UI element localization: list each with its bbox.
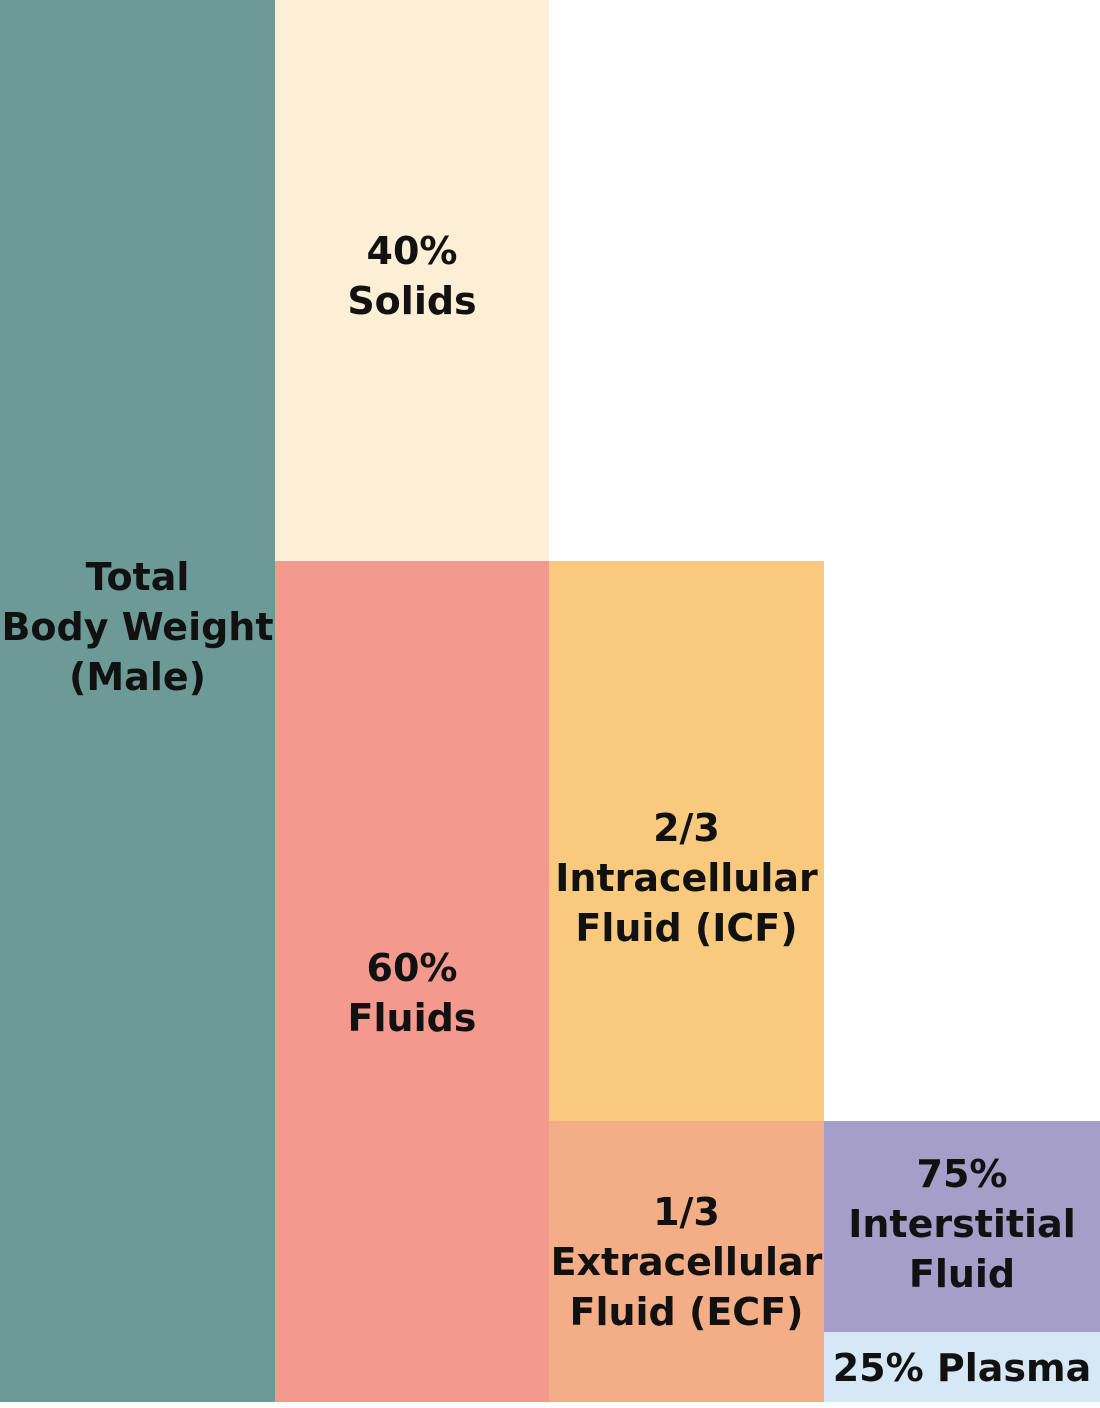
interstitial-name-line-2: Fluid: [908, 1252, 1016, 1296]
ecf-fraction: 1/3: [653, 1190, 720, 1234]
plasma-text: 25% Plasma: [832, 1346, 1092, 1390]
solids-name: Solids: [347, 279, 477, 323]
fluids-block: 60% Fluids: [275, 561, 549, 1402]
extracellular-fluid-block: 1/3 Extracellular Fluid (ECF): [549, 1121, 824, 1402]
interstitial-name-line-1: Interstitial: [848, 1202, 1076, 1246]
ecf-name-line-2: Fluid (ECF): [569, 1290, 804, 1334]
solids-block: 40% Solids: [275, 0, 549, 561]
interstitial-fluid-block: 75% Interstitial Fluid: [824, 1121, 1100, 1332]
total-line-2: Body Weight: [1, 605, 274, 649]
total-body-weight-label: Total Body Weight (Male): [0, 552, 275, 702]
icf-name-line-2: Fluid (ICF): [575, 906, 798, 950]
icf-label: 2/3 Intracellular Fluid (ICF): [549, 803, 824, 953]
solids-label: 40% Solids: [275, 226, 549, 326]
ecf-name-line-1: Extracellular: [550, 1240, 823, 1284]
total-body-weight-block: Total Body Weight (Male): [0, 0, 275, 1402]
intracellular-fluid-block: 2/3 Intracellular Fluid (ICF): [549, 561, 824, 1121]
total-line-1: Total: [85, 555, 190, 599]
fluids-label: 60% Fluids: [275, 943, 549, 1043]
plasma-label: 25% Plasma: [824, 1343, 1100, 1393]
ecf-label: 1/3 Extracellular Fluid (ECF): [549, 1187, 824, 1337]
plasma-block: 25% Plasma: [824, 1332, 1100, 1402]
interstitial-label: 75% Interstitial Fluid: [824, 1149, 1100, 1299]
fluids-percent: 60%: [366, 946, 458, 990]
solids-percent: 40%: [366, 229, 458, 273]
fluids-name: Fluids: [347, 996, 477, 1040]
icf-fraction: 2/3: [653, 806, 720, 850]
total-line-3: (Male): [69, 655, 206, 699]
icf-name-line-1: Intracellular: [555, 856, 818, 900]
interstitial-percent: 75%: [916, 1152, 1008, 1196]
